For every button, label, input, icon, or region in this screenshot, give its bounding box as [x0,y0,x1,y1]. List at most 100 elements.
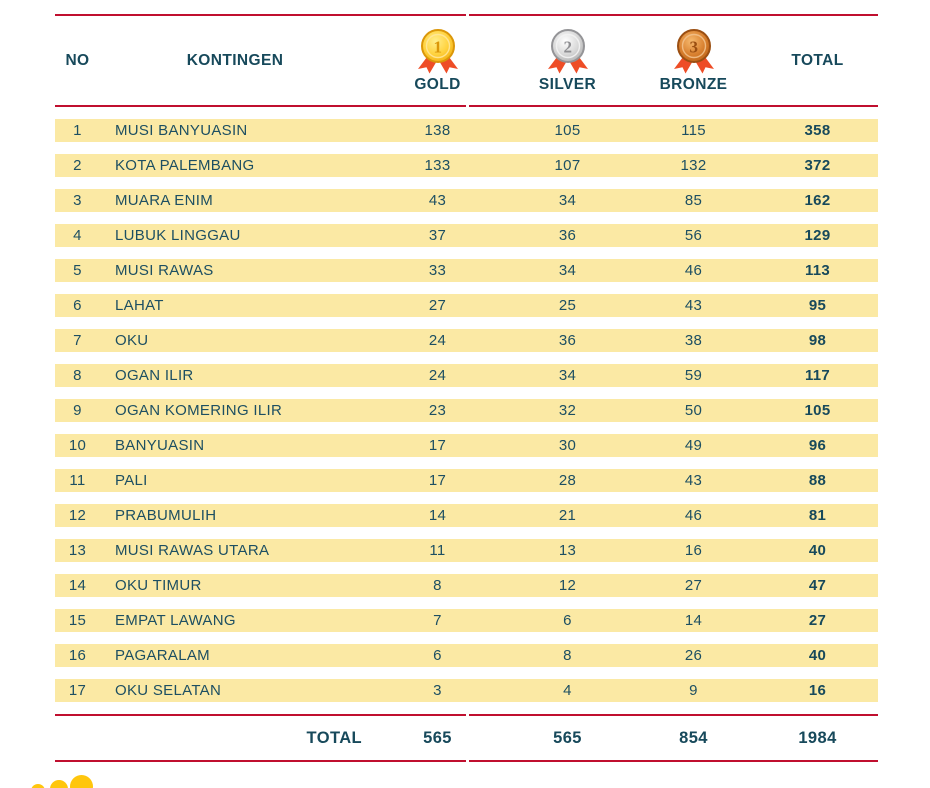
header-silver-label: SILVER [538,75,597,93]
cell-bronze: 46 [684,262,703,279]
cell-kontingen: OKU TIMUR [115,577,202,594]
cell-total: 95 [808,297,827,314]
cell-silver: 13 [558,542,577,559]
cell-bronze: 26 [684,647,703,664]
cell-total: 96 [808,437,827,454]
cell-kontingen: MUSI RAWAS [115,262,214,279]
cell-gold: 24 [428,332,447,349]
cell-bronze: 115 [681,122,706,139]
cell-total: 162 [804,192,831,209]
table-row: 7 OKU 24 36 38 98 [55,329,878,352]
cell-silver: 28 [558,472,577,489]
cell-gold: 8 [433,577,442,594]
cell-total: 117 [804,367,831,384]
cell-total: 81 [808,507,827,524]
table-row: 2 KOTA PALEMBANG 133 107 132 372 [55,154,878,177]
table-row: 17 OKU SELATAN 3 4 9 16 [55,679,878,702]
cell-gold: 3 [433,682,442,699]
cell-silver: 6 [563,612,572,629]
cell-silver: 105 [554,122,581,139]
cell-rank: 8 [73,367,82,384]
cell-total: 40 [808,542,827,559]
table-row: 16 PAGARALAM 6 8 26 40 [55,644,878,667]
cell-total: 88 [808,472,827,489]
table-row: 4 LUBUK LINGGAU 37 36 56 129 [55,224,878,247]
cell-total: 98 [808,332,827,349]
cell-total: 372 [804,157,831,174]
table-row: 15 EMPAT LAWANG 7 6 14 27 [55,609,878,632]
cell-gold: 133 [424,157,451,174]
cell-rank: 6 [73,297,82,314]
cell-rank: 13 [68,542,87,559]
footer-grand-total: 1984 [798,728,837,747]
footer-spacer [55,716,100,760]
cell-bronze: 56 [684,227,703,244]
cell-rank: 1 [73,122,82,139]
cell-gold: 37 [428,227,447,244]
cell-kontingen: MUSI RAWAS UTARA [115,542,270,559]
header-bronze-label: BRONZE [659,75,728,93]
cell-rank: 2 [73,157,82,174]
footer-bronze-total: 854 [679,728,708,747]
cell-kontingen: LUBUK LINGGAU [115,227,241,244]
cell-rank: 5 [73,262,82,279]
cell-silver: 21 [558,507,577,524]
cell-total: 105 [804,402,831,419]
cell-silver: 36 [558,332,577,349]
header-kontingen: KONTINGEN [186,51,284,69]
cell-rank: 10 [68,437,87,454]
cell-total: 47 [808,577,827,594]
cell-kontingen: PALI [115,472,148,489]
header-gold: 1 GOLD [370,16,505,105]
footer-top-divider [55,714,878,716]
cell-total: 27 [808,612,827,629]
cell-rank: 7 [73,332,82,349]
cell-bronze: 38 [684,332,703,349]
bronze-medal-icon: 3 [673,28,714,73]
gold-medal-rank: 1 [433,37,442,56]
cell-gold: 17 [428,472,447,489]
cell-rank: 12 [68,507,87,524]
table-row: 14 OKU TIMUR 8 12 27 47 [55,574,878,597]
cell-bronze: 49 [684,437,703,454]
cell-silver: 34 [558,262,577,279]
cell-kontingen: PRABUMULIH [115,507,217,524]
table-row: 13 MUSI RAWAS UTARA 11 13 16 40 [55,539,878,562]
cell-bronze: 27 [684,577,703,594]
table-row: 1 MUSI BANYUASIN 138 105 115 358 [55,119,878,142]
cell-kontingen: PAGARALAM [115,647,210,664]
decorative-dot-small [31,784,45,788]
cell-kontingen: LAHAT [115,297,164,314]
cell-total: 16 [808,682,827,699]
silver-medal-icon: 2 [547,28,588,73]
cell-bronze: 43 [684,297,703,314]
cell-kontingen: OGAN KOMERING ILIR [115,402,283,419]
cell-kontingen: BANYUASIN [115,437,205,454]
cell-silver: 107 [554,157,581,174]
cell-bronze: 59 [684,367,703,384]
cell-bronze: 43 [684,472,703,489]
cell-rank: 16 [68,647,87,664]
cell-silver: 32 [558,402,577,419]
cell-total: 358 [804,122,831,139]
cell-kontingen: OKU [115,332,149,349]
cell-gold: 7 [433,612,442,629]
cell-silver: 12 [558,577,577,594]
cell-silver: 36 [558,227,577,244]
table-row: 12 PRABUMULIH 14 21 46 81 [55,504,878,527]
cell-gold: 17 [428,437,447,454]
header-silver: 2 SILVER [505,16,630,105]
cell-gold: 27 [428,297,447,314]
cell-rank: 11 [69,472,86,489]
cell-silver: 8 [563,647,572,664]
footer-total-label: TOTAL [306,728,362,747]
footer-gold-total: 565 [423,728,452,747]
cell-rank: 17 [68,682,87,699]
cell-silver: 30 [558,437,577,454]
cell-bronze: 16 [684,542,703,559]
cell-silver: 34 [558,367,577,384]
cell-kontingen: MUARA ENIM [115,192,214,209]
gold-medal-icon: 1 [417,28,458,73]
cell-silver: 34 [558,192,577,209]
